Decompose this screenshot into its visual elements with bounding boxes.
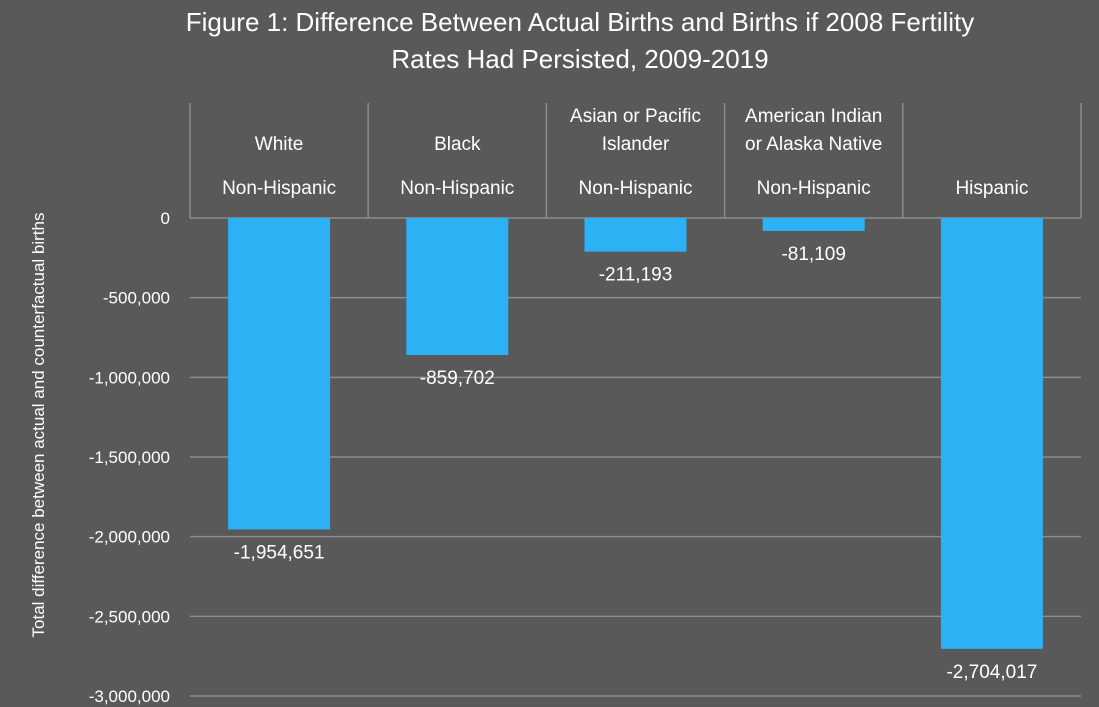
category-label: White <box>255 134 304 155</box>
y-tick-label: -500,000 <box>103 289 170 308</box>
category-label: or Alaska Native <box>745 134 882 155</box>
data-label: -211,193 <box>599 265 673 286</box>
category-label: Non-Hispanic <box>757 178 871 199</box>
bars <box>228 218 1043 649</box>
gridlines <box>190 296 1081 697</box>
category-label: Non-Hispanic <box>400 178 514 199</box>
bar <box>584 218 687 252</box>
category-label: Non-Hispanic <box>222 178 336 199</box>
category-label: Asian or Pacific <box>570 106 701 127</box>
bar <box>762 218 865 231</box>
category-label: Islander <box>602 134 670 155</box>
bar <box>940 218 1043 649</box>
data-label: -2,704,017 <box>946 662 1037 683</box>
y-tick-label: 0 <box>161 209 170 228</box>
data-label: -1,954,651 <box>234 542 325 563</box>
chart-title: Figure 1: Difference Between Actual Birt… <box>186 7 975 74</box>
y-tick-label: -1,500,000 <box>89 448 170 467</box>
y-tick-label: -1,000,000 <box>89 368 170 387</box>
data-label: -81,109 <box>781 244 845 265</box>
category-label: Hispanic <box>955 178 1028 199</box>
data-labels: -1,954,651 -859,702 -211,193 -81,109 -2,704,… <box>234 244 1038 683</box>
category-label: Black <box>434 134 481 155</box>
data-label: -859,702 <box>420 368 495 389</box>
y-tick-label: -3,000,000 <box>89 687 170 706</box>
category-label: Non-Hispanic <box>578 178 692 199</box>
y-axis-ticks: 0 -500,000 -1,000,000 -1,500,000 -2,000,000 -… <box>89 209 170 706</box>
y-tick-label: -2,000,000 <box>89 528 170 547</box>
bar <box>406 218 509 355</box>
bar <box>228 218 331 530</box>
category-labels: White Non-Hispanic Black Non-Hispanic Asian … <box>222 106 1028 199</box>
chart-title-line-1: Figure 1: Difference Between Actual Birt… <box>186 7 975 37</box>
y-axis-label: Total difference between actual and coun… <box>29 213 48 638</box>
category-label: American Indian <box>745 106 882 127</box>
y-tick-label: -2,500,000 <box>89 607 170 626</box>
chart-title-line-2: Rates Had Persisted, 2009-2019 <box>391 44 768 74</box>
